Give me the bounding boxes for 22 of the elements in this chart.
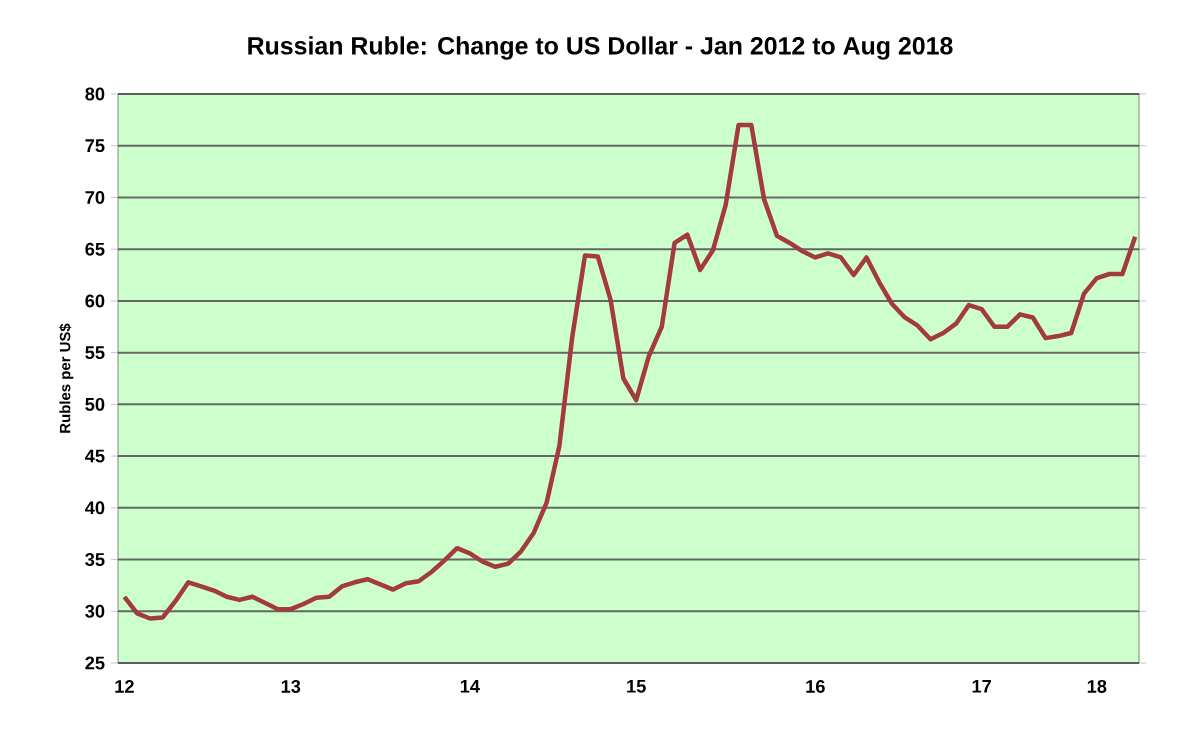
x-tick-label: 14: [460, 679, 480, 693]
x-tick-label: 15: [627, 679, 646, 693]
y-tick-label: 45: [85, 449, 105, 463]
line-series: [122, 122, 1138, 621]
y-tick-label: 60: [85, 294, 105, 308]
y-tick-label: 65: [85, 242, 105, 256]
x-tick-label: 13: [281, 679, 301, 693]
y-axis-title: Rubles per US$: [59, 323, 74, 433]
x-tick-label: 17: [972, 679, 991, 693]
y-tick-label: 50: [85, 397, 105, 411]
y-tick-label: 70: [85, 191, 105, 204]
y-tick-label: 25: [85, 656, 105, 670]
x-tick-label: 16: [806, 679, 825, 693]
chart-title: Russian Ruble: Change to US Dollar - Jan 2012 to Aug 2018: [248, 36, 953, 60]
y-tick-label: 75: [85, 139, 105, 153]
y-tick-label: 80: [85, 87, 105, 101]
y-tick-label: 30: [85, 604, 105, 618]
y-tick-label: 55: [85, 346, 105, 360]
y-tick-label: 40: [85, 501, 105, 515]
y-tick-label: 35: [85, 553, 105, 567]
x-tick-label: 12: [115, 679, 134, 693]
x-tick-label: 18: [1087, 679, 1107, 693]
